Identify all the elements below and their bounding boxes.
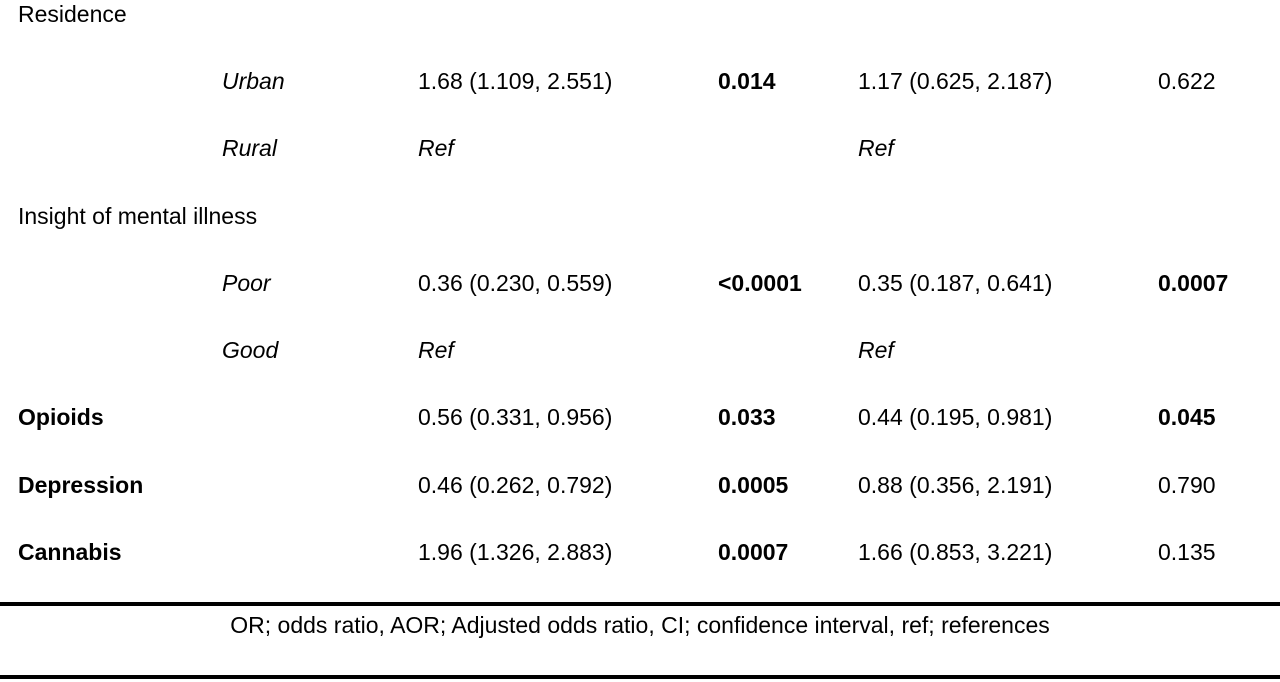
aor-cell: Ref: [858, 135, 894, 161]
or-cell: Ref: [418, 135, 454, 161]
or-cell: Ref: [418, 337, 454, 363]
aor-cell: 1.66 (0.853, 3.221): [858, 539, 1053, 565]
or-cell: 1.68 (1.109, 2.551): [418, 68, 613, 94]
row-label: Residence: [18, 1, 127, 27]
row-label: Insight of mental illness: [18, 203, 258, 229]
p-cell: 0.0005: [718, 472, 789, 498]
p-cell: 0.622: [1158, 68, 1216, 94]
p-cell: 0.135: [1158, 539, 1216, 565]
footnote: OR; odds ratio, AOR; Adjusted odds ratio…: [230, 612, 1050, 638]
aor-cell: 0.35 (0.187, 0.641): [858, 270, 1053, 296]
p-cell: 0.045: [1158, 404, 1216, 430]
or-cell: 0.36 (0.230, 0.559): [418, 270, 613, 296]
aor-cell: 0.44 (0.195, 0.981): [858, 404, 1053, 430]
p-cell: <0.0001: [718, 270, 802, 296]
row-label: Cannabis: [18, 539, 122, 565]
row-label: Opioids: [18, 404, 104, 430]
table-rule: [0, 675, 1280, 679]
sub-label: Good: [222, 337, 279, 363]
sub-label: Poor: [222, 270, 271, 296]
aor-cell: 1.17 (0.625, 2.187): [858, 68, 1053, 94]
p-cell: 0.033: [718, 404, 776, 430]
p-cell: 0.0007: [1158, 270, 1229, 296]
p-cell: 0.014: [718, 68, 776, 94]
sub-label: Urban: [222, 68, 285, 94]
p-cell: 0.790: [1158, 472, 1216, 498]
or-cell: 1.96 (1.326, 2.883): [418, 539, 613, 565]
p-cell: 0.0007: [718, 539, 789, 565]
table-rule: [0, 602, 1280, 606]
or-cell: 0.56 (0.331, 0.956): [418, 404, 613, 430]
row-label: Depression: [18, 472, 144, 498]
aor-cell: 0.88 (0.356, 2.191): [858, 472, 1053, 498]
aor-cell: Ref: [858, 337, 894, 363]
sub-label: Rural: [222, 135, 277, 161]
or-cell: 0.46 (0.262, 0.792): [418, 472, 613, 498]
